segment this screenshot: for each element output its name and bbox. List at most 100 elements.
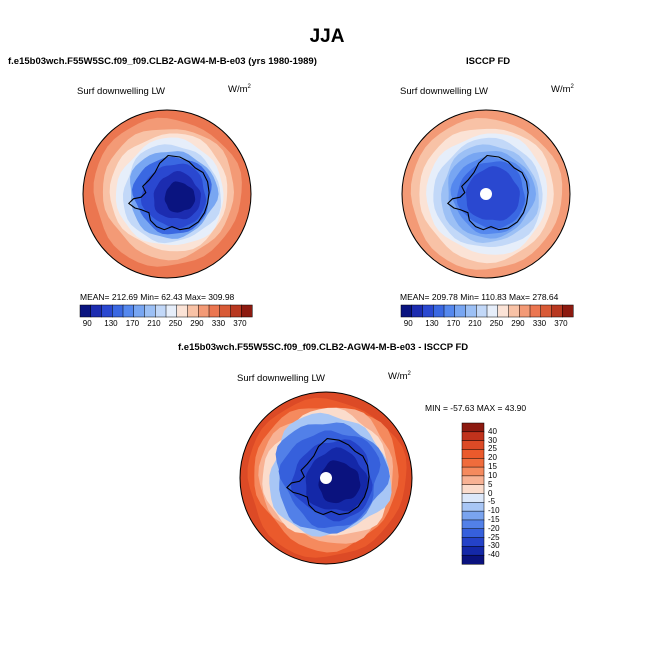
colorbar-tick-label: 30: [488, 435, 497, 445]
colorbar-tick-label: -30: [488, 541, 500, 551]
colorbar-swatch: [443, 304, 456, 318]
colorbar-swatch: [90, 304, 103, 318]
model-panel-title: f.e15b03wch.F55W5SC.f09_f09.CLB2-AGW4-M-…: [8, 56, 317, 67]
colorbar-tick-label: 370: [554, 319, 568, 328]
obs-panel-title: ISCCP FD: [466, 56, 511, 67]
contour-band: [318, 460, 361, 504]
colorbar-tick-label: 130: [104, 319, 118, 328]
colorbar-swatch: [433, 304, 445, 318]
model-unit-label: W/m2: [228, 84, 251, 96]
colorbar-swatch: [422, 304, 434, 318]
contour-band: [164, 181, 196, 213]
main-title: JJA: [309, 26, 345, 47]
model-polar-map: [82, 109, 252, 279]
colorbar-tick-label: 330: [532, 319, 547, 328]
colorbar-swatch: [461, 484, 485, 495]
colorbar-swatch: [461, 440, 485, 450]
obs-polar-map: [401, 109, 571, 279]
model-variable-label: Surf downwelling LW: [77, 86, 166, 97]
colorbar-tick-label: -10: [488, 506, 500, 516]
model-colorbar: [79, 304, 253, 318]
colorbar-swatch: [400, 304, 413, 318]
colorbar-swatch: [461, 475, 485, 486]
colorbar-tick-label: 290: [511, 319, 525, 328]
colorbar-tick-label: 130: [425, 319, 439, 328]
diff-minmax: MIN = -57.63 MAX = 43.90: [425, 403, 527, 413]
colorbar-swatch: [187, 304, 199, 318]
colorbar-tick-label: -5: [488, 497, 496, 507]
colorbar-swatch: [144, 304, 156, 318]
colorbar-tick-label: 290: [190, 319, 204, 328]
obs-colorbar: [400, 304, 574, 318]
colorbar-tick-label: 20: [488, 453, 497, 463]
colorbar-swatch: [79, 304, 92, 318]
colorbar-swatch: [529, 304, 542, 318]
colorbar-swatch: [122, 304, 135, 318]
colorbar-swatch: [230, 304, 242, 318]
colorbar-tick-label: 210: [468, 319, 482, 328]
diff-panel-title: f.e15b03wch.F55W5SC.f09_f09.CLB2-AGW4-M-…: [178, 342, 469, 353]
colorbar-swatch: [133, 304, 146, 318]
map-border: [401, 109, 571, 279]
colorbar-swatch: [461, 493, 485, 503]
coastline: [286, 438, 370, 516]
colorbar-tick-label: 250: [168, 319, 183, 328]
colorbar-swatch: [465, 304, 477, 318]
colorbar-swatch: [461, 422, 485, 433]
map-border: [239, 391, 413, 565]
colorbar-swatch: [519, 304, 531, 318]
obs-variable-label: Surf downwelling LW: [400, 86, 489, 97]
colorbar-swatch: [461, 449, 485, 459]
colorbar-swatch: [461, 458, 485, 468]
colorbar-tick-label: 90: [403, 319, 413, 328]
colorbar-swatch: [198, 304, 210, 318]
colorbar-tick-label: 15: [488, 462, 497, 472]
map-border: [82, 109, 252, 279]
contour-band: [466, 166, 520, 221]
colorbar-tick-label: 0: [488, 488, 493, 498]
colorbar-tick-label: 210: [147, 319, 161, 328]
colorbar-swatch: [176, 304, 189, 318]
colorbar-swatch: [461, 537, 485, 547]
colorbar-tick-label: 40: [488, 426, 497, 436]
colorbar-swatch: [461, 554, 485, 565]
colorbar-swatch: [461, 502, 485, 512]
colorbar-swatch: [540, 304, 553, 318]
colorbar-swatch: [454, 304, 467, 318]
colorbar-swatch: [165, 304, 178, 318]
pole-mask: [480, 188, 492, 200]
colorbar-swatch: [551, 304, 563, 318]
colorbar-tick-label: 5: [488, 479, 493, 489]
colorbar-swatch: [461, 431, 485, 442]
diff-polar-map: [239, 391, 413, 565]
model-stats: MEAN= 212.69 Min= 62.43 Max= 309.98: [80, 292, 235, 302]
coastline: [127, 154, 210, 231]
colorbar-swatch: [411, 304, 424, 318]
colorbar-tick-label: 10: [488, 470, 497, 480]
colorbar-tick-label: 330: [211, 319, 226, 328]
colorbar-tick-label: 250: [489, 319, 504, 328]
diff-colorbar: [461, 422, 485, 565]
colorbar-swatch: [112, 304, 124, 318]
obs-stats: MEAN= 209.78 Min= 110.83 Max= 278.64: [400, 292, 559, 302]
colorbar-tick-label: 370: [233, 319, 247, 328]
colorbar-swatch: [461, 546, 485, 556]
obs-colorbar-ticks: 90 130 170 210 250 290 330 370: [401, 319, 573, 331]
colorbar-swatch: [461, 466, 485, 477]
coastline: [446, 154, 529, 231]
colorbar-swatch: [461, 528, 485, 539]
colorbar-tick-label: 25: [488, 444, 497, 454]
obs-unit-label: W/m2: [551, 84, 574, 96]
colorbar-tick-label: 170: [446, 319, 461, 328]
colorbar-swatch: [219, 304, 232, 318]
colorbar-tick-label: 170: [125, 319, 140, 328]
colorbar-swatch: [101, 304, 113, 318]
colorbar-tick-label: 90: [82, 319, 92, 328]
colorbar-swatch: [497, 304, 510, 318]
colorbar-swatch: [486, 304, 499, 318]
diff-variable-label: Surf downwelling LW: [237, 373, 326, 384]
colorbar-tick-label: -25: [488, 532, 500, 542]
colorbar-swatch: [508, 304, 520, 318]
colorbar-swatch: [476, 304, 488, 318]
colorbar-tick-label: -20: [488, 523, 500, 533]
